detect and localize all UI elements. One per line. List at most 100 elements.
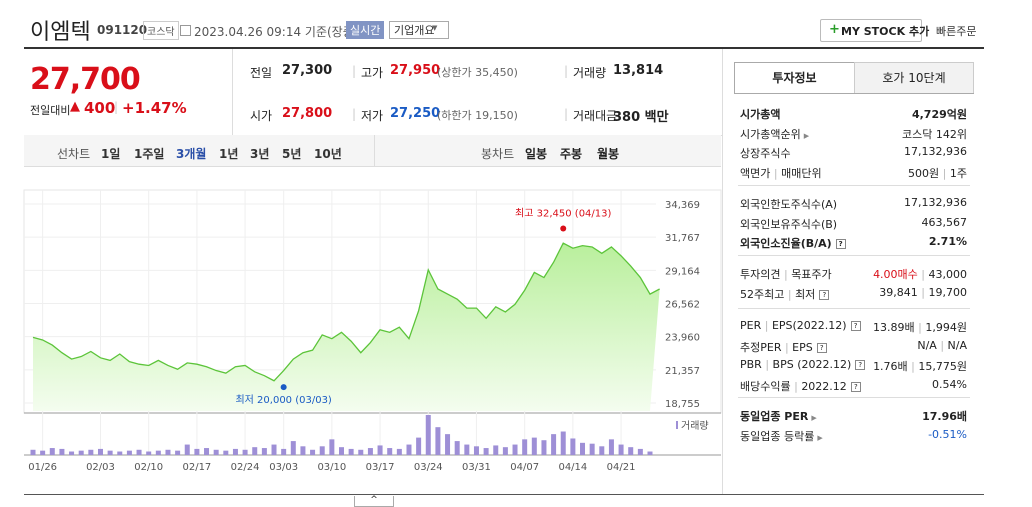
header-rule bbox=[24, 47, 984, 49]
value-part: 17.96배 bbox=[922, 410, 967, 423]
side-tab[interactable]: 호가 10단계 bbox=[854, 62, 974, 94]
period-tab[interactable]: 1주일 bbox=[134, 147, 165, 161]
volume-bar bbox=[175, 450, 181, 455]
x-tick-label: 03/31 bbox=[462, 462, 491, 473]
info-value: 1.76배 | 15,775원 bbox=[873, 358, 967, 374]
quote-label: 고가 bbox=[361, 66, 384, 80]
label-part: 상장주식수 bbox=[740, 147, 791, 160]
volume-bar bbox=[49, 448, 55, 455]
volume-bar bbox=[339, 447, 344, 455]
volume-bar bbox=[194, 448, 200, 455]
price-area bbox=[33, 243, 660, 411]
volume-bar bbox=[88, 449, 94, 455]
volume-bar bbox=[464, 444, 470, 455]
info-value: 500원 | 1주 bbox=[908, 165, 967, 181]
change-rate: +1.47% bbox=[122, 99, 187, 117]
volume-bar bbox=[483, 448, 489, 455]
volume-bar bbox=[589, 443, 595, 455]
help-icon[interactable]: ? bbox=[819, 289, 830, 300]
label-part: 동일업종 PER bbox=[740, 410, 809, 423]
help-icon[interactable]: ? bbox=[850, 381, 861, 392]
volume-bar bbox=[599, 446, 605, 455]
help-icon[interactable]: ? bbox=[816, 342, 827, 353]
info-label: 외국인소진율(B/A)? bbox=[740, 235, 846, 251]
volume-bar bbox=[232, 448, 238, 455]
quote-separator: | bbox=[564, 107, 569, 121]
period-tab[interactable]: 3년 bbox=[250, 147, 270, 161]
volume-bar bbox=[560, 431, 566, 455]
volume-bar bbox=[184, 444, 190, 455]
collapse-button[interactable]: ^ bbox=[354, 496, 394, 507]
info-value: 2.71% bbox=[929, 235, 967, 248]
quote-label: 거래대금 bbox=[573, 109, 618, 123]
label-part: 매매단위 bbox=[781, 166, 822, 180]
volume-bar bbox=[97, 448, 103, 455]
label-part: EPS bbox=[792, 340, 813, 354]
info-label: 외국인한도주식수(A) bbox=[740, 196, 837, 212]
volume-bar bbox=[252, 447, 258, 455]
period-tab[interactable]: 5년 bbox=[282, 147, 302, 161]
volume-bar bbox=[551, 434, 557, 455]
volume-bar bbox=[329, 439, 335, 455]
y-tick-label: 31,767 bbox=[665, 233, 700, 244]
link-arrow[interactable]: ▶ bbox=[811, 414, 817, 422]
candle-tab[interactable]: 주봉 bbox=[560, 147, 583, 161]
label-part: 추정PER bbox=[740, 340, 782, 354]
volume-bar bbox=[281, 448, 287, 455]
quote-label: 거래량 bbox=[573, 66, 607, 80]
up-arrow: ▲ bbox=[70, 99, 80, 114]
mystock-button[interactable]: + MY STOCK 추가 bbox=[820, 19, 929, 42]
quote-value: 27,300 bbox=[282, 63, 333, 78]
y-tick-label: 26,562 bbox=[665, 300, 700, 311]
side-tab[interactable]: 투자정보 bbox=[734, 62, 855, 93]
help-icon[interactable]: ? bbox=[850, 321, 861, 331]
volume-bar bbox=[165, 449, 171, 455]
volume-bar bbox=[493, 445, 499, 455]
volume-bar bbox=[425, 415, 431, 455]
quick-order[interactable]: 빠른주문 bbox=[936, 25, 977, 38]
tab-bar bbox=[24, 135, 721, 167]
info-value: 0.54% bbox=[932, 378, 967, 391]
quote-label: 전일 bbox=[250, 66, 273, 80]
volume-legend-mark bbox=[676, 421, 678, 429]
x-tick-label: 04/14 bbox=[558, 462, 587, 473]
quote-label: 시가 bbox=[250, 109, 273, 123]
overview-dropdown[interactable]: 기업개요 bbox=[389, 21, 450, 39]
high-marker bbox=[560, 225, 567, 232]
link-arrow[interactable]: ▶ bbox=[803, 131, 810, 140]
volume-bar bbox=[59, 448, 65, 455]
label-part: 외국인한도주식수(A) bbox=[740, 198, 838, 211]
separator: | bbox=[784, 287, 796, 301]
period-tab[interactable]: 3개월 bbox=[176, 147, 207, 161]
realtime-badge[interactable]: 실시간 bbox=[346, 21, 385, 39]
plus-icon: + bbox=[829, 22, 840, 37]
value-part: 1,994원 bbox=[925, 321, 967, 334]
info-label: 시가총액순위 ▶ bbox=[740, 126, 809, 142]
candle-tab[interactable]: 월봉 bbox=[597, 147, 620, 161]
value-part: 19,700 bbox=[928, 285, 968, 299]
separator: | bbox=[114, 100, 119, 114]
main-right-border bbox=[722, 49, 723, 495]
group-separator bbox=[738, 255, 970, 256]
group-separator bbox=[738, 308, 970, 309]
x-tick-label: 01/26 bbox=[28, 462, 57, 473]
volume-bar bbox=[271, 444, 277, 455]
quote-value: 27,250 bbox=[390, 106, 441, 121]
info-value: 17,132,936 bbox=[904, 196, 967, 209]
value-part: 17,132,936 bbox=[904, 145, 967, 158]
help-icon[interactable]: ? bbox=[855, 360, 866, 370]
period-tab[interactable]: 10년 bbox=[314, 147, 342, 161]
help-icon[interactable]: ? bbox=[835, 239, 846, 249]
value-part: 500원 bbox=[908, 166, 940, 180]
x-tick-label: 03/03 bbox=[269, 462, 298, 473]
stock-code: 091120 bbox=[97, 23, 148, 37]
side-tab-line bbox=[734, 93, 974, 94]
y-tick-label: 21,357 bbox=[665, 366, 700, 377]
period-tab[interactable]: 1일 bbox=[101, 147, 121, 161]
link-arrow[interactable]: ▶ bbox=[817, 433, 823, 442]
x-tick-label: 02/10 bbox=[134, 462, 163, 473]
calendar-icon bbox=[180, 25, 191, 36]
candle-tab[interactable]: 일봉 bbox=[525, 147, 548, 161]
period-tab[interactable]: 1년 bbox=[219, 147, 239, 161]
